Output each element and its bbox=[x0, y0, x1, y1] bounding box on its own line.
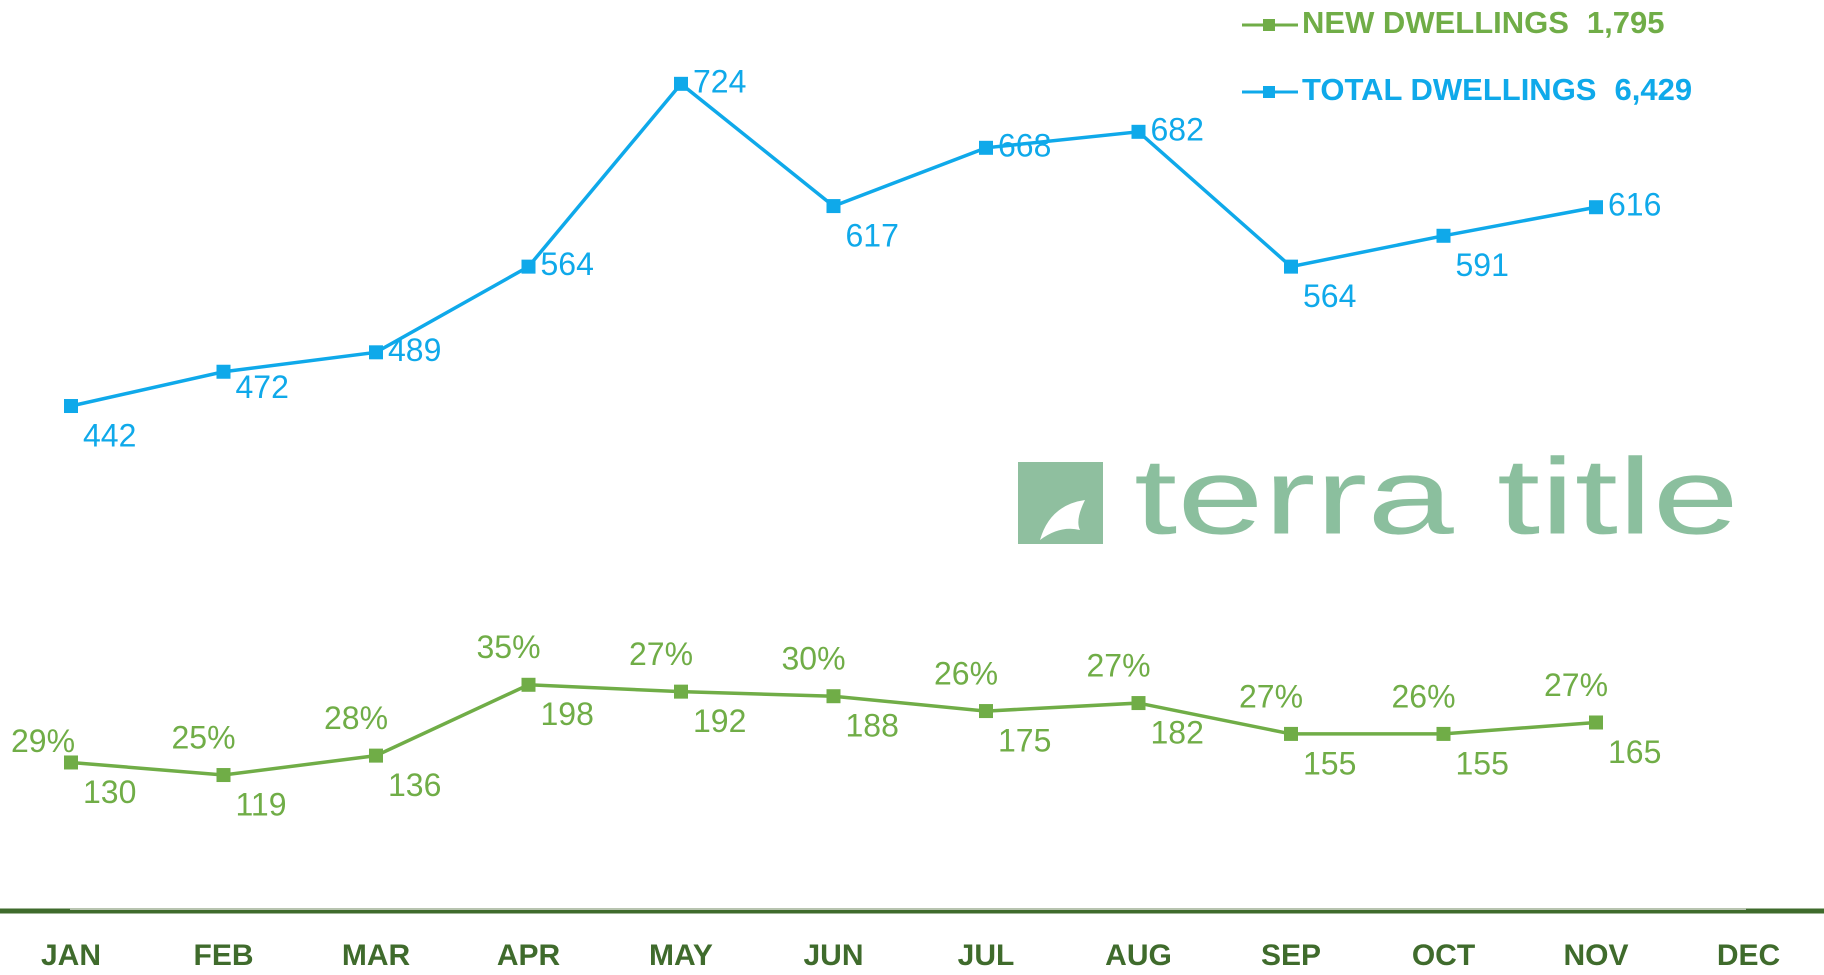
data-label: 724 bbox=[693, 63, 746, 99]
data-label: 564 bbox=[541, 246, 594, 282]
logo-text: terra title bbox=[1134, 436, 1739, 557]
data-label: 165 bbox=[1608, 734, 1661, 770]
legend-name: NEW DWELLINGS bbox=[1302, 5, 1569, 40]
x-tick-label: JUN bbox=[803, 939, 863, 972]
legend-marker bbox=[1263, 19, 1275, 31]
data-label: 175 bbox=[998, 723, 1051, 759]
percent-label: 25% bbox=[171, 719, 235, 755]
point-marker bbox=[1284, 726, 1298, 741]
data-label: 591 bbox=[1456, 247, 1509, 283]
x-tick-label: NOV bbox=[1563, 939, 1628, 972]
data-label: 155 bbox=[1456, 745, 1509, 781]
legend-total: 6,429 bbox=[1615, 72, 1693, 107]
logo-leaf bbox=[1040, 500, 1085, 540]
percent-label: 26% bbox=[934, 656, 998, 692]
point-marker bbox=[1589, 200, 1603, 215]
data-label: 564 bbox=[1303, 278, 1356, 314]
point-marker bbox=[369, 748, 383, 763]
point-marker bbox=[826, 199, 841, 214]
percent-label: 27% bbox=[1086, 648, 1150, 684]
data-label: 198 bbox=[541, 696, 594, 732]
x-tick-label: JAN bbox=[41, 939, 101, 972]
point-marker bbox=[1436, 228, 1451, 243]
legend-total: 1,795 bbox=[1587, 5, 1665, 40]
data-label: 617 bbox=[846, 218, 899, 254]
data-label: 192 bbox=[693, 703, 746, 739]
x-tick-label: FEB bbox=[194, 939, 254, 972]
percent-label: 30% bbox=[781, 641, 845, 677]
data-label: 616 bbox=[1608, 187, 1661, 223]
point-marker bbox=[521, 259, 536, 274]
data-label: 182 bbox=[1151, 715, 1204, 751]
x-tick-label: JUL bbox=[958, 939, 1015, 972]
point-marker bbox=[216, 768, 231, 783]
data-label: 489 bbox=[388, 332, 441, 368]
point-marker bbox=[826, 689, 841, 704]
x-tick-label: MAR bbox=[342, 939, 411, 972]
point-marker bbox=[979, 704, 993, 719]
legend-label: NEW DWELLINGS 1,795 bbox=[1302, 5, 1665, 40]
data-label: 188 bbox=[846, 708, 899, 744]
percent-label: 29% bbox=[11, 723, 75, 759]
legend-marker bbox=[1263, 86, 1275, 98]
point-marker bbox=[674, 76, 688, 91]
legend-label: TOTAL DWELLINGS 6,429 bbox=[1302, 72, 1692, 107]
point-marker bbox=[369, 345, 383, 360]
data-label: 668 bbox=[998, 127, 1051, 163]
percent-label: 35% bbox=[476, 629, 540, 665]
percent-label: 27% bbox=[1239, 678, 1303, 714]
percent-label: 26% bbox=[1391, 678, 1455, 714]
legend-name: TOTAL DWELLINGS bbox=[1302, 72, 1597, 107]
point-marker bbox=[521, 677, 536, 692]
percent-label: 27% bbox=[1544, 667, 1608, 703]
point-marker bbox=[216, 364, 231, 379]
point-marker bbox=[1589, 715, 1603, 730]
logo-mark bbox=[1018, 462, 1103, 544]
point-marker bbox=[1436, 726, 1451, 741]
point-marker bbox=[1131, 696, 1146, 711]
data-label: 136 bbox=[388, 767, 441, 803]
data-label: 442 bbox=[83, 417, 136, 453]
x-tick-label: APR bbox=[497, 939, 561, 972]
data-label: 682 bbox=[1151, 111, 1204, 147]
percent-label: 28% bbox=[324, 700, 388, 736]
point-marker bbox=[64, 399, 78, 414]
x-tick-label: SEP bbox=[1261, 939, 1321, 972]
data-label: 155 bbox=[1303, 745, 1356, 781]
percent-label: 27% bbox=[629, 636, 693, 672]
series-line bbox=[70, 81, 1597, 408]
x-tick-label: DEC bbox=[1717, 939, 1780, 972]
x-tick-label: OCT bbox=[1412, 939, 1475, 972]
point-marker bbox=[1131, 124, 1146, 139]
point-marker bbox=[1284, 259, 1298, 274]
point-marker bbox=[64, 755, 78, 770]
data-label: 472 bbox=[236, 369, 289, 405]
data-label: 130 bbox=[83, 774, 136, 810]
data-label: 119 bbox=[236, 786, 287, 822]
point-marker bbox=[979, 140, 993, 155]
x-tick-label: AUG bbox=[1105, 939, 1172, 972]
point-marker bbox=[674, 684, 688, 699]
x-tick-label: MAY bbox=[649, 939, 713, 972]
